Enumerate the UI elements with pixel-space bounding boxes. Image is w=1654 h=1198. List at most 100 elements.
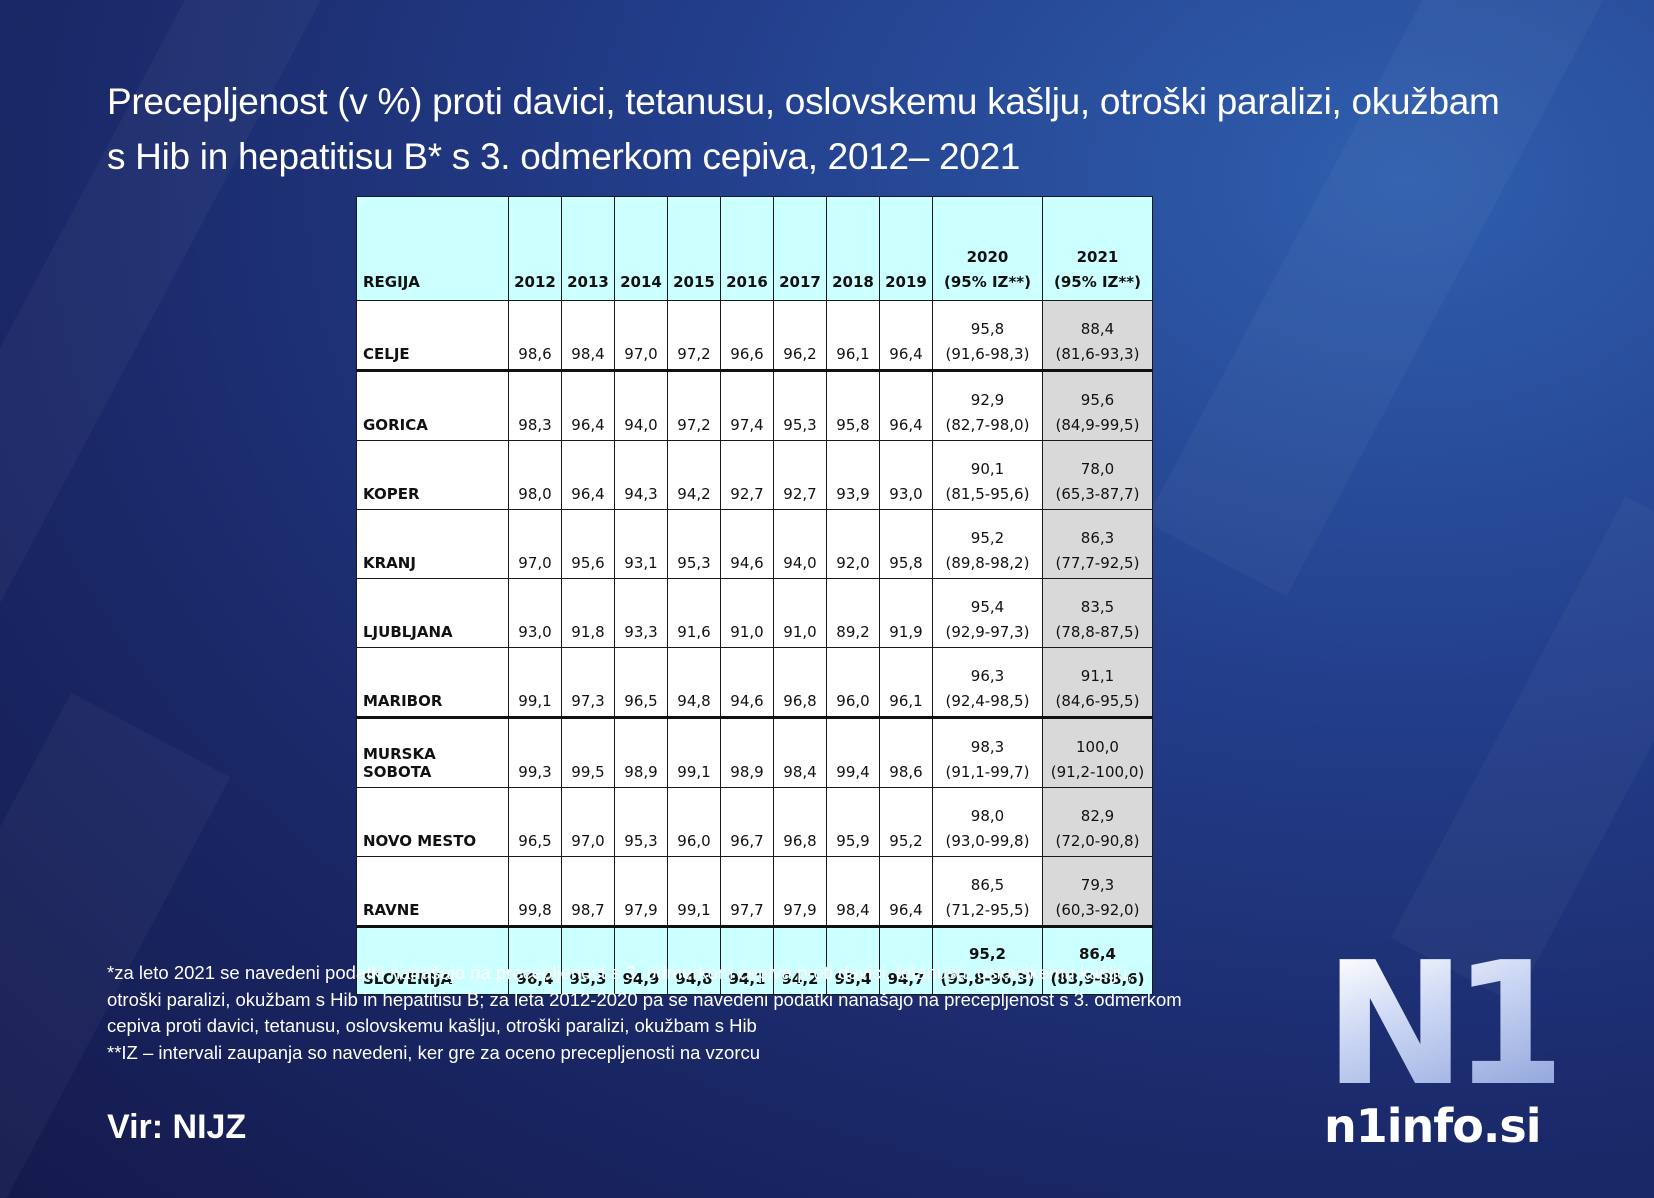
value-ci-cell-2020: 95,4 (92,9-97,3) [932,578,1043,648]
confidence-interval-2020: (91,6-98,3) [945,345,1030,363]
value-cell: 95,8 [879,509,933,579]
value-cell: 98,6 [879,716,933,788]
value-cell: 98,0 [508,440,562,510]
value-ci-cell-2021: 86,3 (77,7-92,5) [1042,509,1153,579]
header-year: 2019 [879,196,933,301]
value-cell: 96,1 [826,300,880,371]
region-cell: GORICA [356,369,509,441]
value-cell: 96,4 [879,856,933,927]
value-cell: 92,0 [826,509,880,579]
estimate-2020: 95,8 [970,320,1005,338]
header-2020: 2020 (95% IZ**) [932,196,1043,301]
value-ci-cell-2021: 79,3 (60,3-92,0) [1042,856,1153,927]
region-cell: MARIBOR [356,647,509,718]
value-ci-cell-2021: 100,0 (91,2-100,0) [1042,716,1153,788]
value-ci-cell-2020: 95,8 (91,6-98,3) [932,300,1043,371]
value-cell: 95,3 [667,509,721,579]
estimate-2021: 82,9 [1080,807,1115,825]
confidence-interval-2020: (81,5-95,6) [945,485,1030,503]
value-cell: 98,9 [720,716,774,788]
value-cell: 97,7 [720,856,774,927]
region-cell: NOVO MESTO [356,787,509,857]
value-cell: 91,6 [667,578,721,648]
value-cell: 93,9 [826,440,880,510]
table-row: MARIBOR 99,1 97,3 96,5 94,8 94,6 96,8 96,0 96,1 9… [356,647,1153,718]
value-cell: 94,0 [773,509,827,579]
n1-logo-site: n1info.si [1324,1099,1542,1153]
value-cell: 93,4 [826,925,880,995]
confidence-interval-2021: (91,2-100,0) [1050,763,1145,781]
estimate-2021: 100,0 [1076,738,1119,756]
value-cell: 89,2 [826,578,880,648]
confidence-interval-2021: (65,3-87,7) [1055,485,1140,503]
header-2020-year: 2020 [966,248,1009,266]
header-year: 2012 [508,196,562,301]
value-cell: 98,7 [561,856,615,927]
confidence-interval-2020: (91,1-99,7) [945,763,1030,781]
value-cell: 96,5 [614,647,668,718]
value-ci-cell-2021: 88,4 (81,6-93,3) [1042,300,1153,371]
estimate-2021: 86,3 [1080,529,1115,547]
value-cell: 96,4 [561,440,615,510]
confidence-interval-2021: (84,9-99,5) [1055,416,1140,434]
value-cell: 94,2 [773,925,827,995]
value-ci-cell-2021: 82,9 (72,0-90,8) [1042,787,1153,857]
value-cell: 94,1 [720,925,774,995]
confidence-interval-2021: (60,3-92,0) [1055,901,1140,919]
header-2021-year: 2021 [1076,248,1119,266]
table-row: NOVO MESTO 96,5 97,0 95,3 96,0 96,7 96,8 95,9 95… [356,787,1153,857]
value-cell: 92,7 [773,440,827,510]
estimate-2021: 95,6 [1080,391,1115,409]
header-year: 2017 [773,196,827,301]
value-cell: 95,9 [826,787,880,857]
confidence-interval-2020: (93,8-96,3) [940,970,1035,988]
value-ci-cell-2020: 95,2 (93,8-96,3) [932,925,1043,995]
source-label: Vir: NIJZ [107,1108,247,1146]
estimate-2021: 83,5 [1080,598,1115,616]
table-row: MURSKA SOBOTA 99,3 99,5 98,9 99,1 98,9 98,4 99,… [356,716,1153,788]
value-cell: 96,2 [773,300,827,371]
value-cell: 93,0 [508,578,562,648]
value-cell: 95,8 [826,369,880,441]
value-cell: 91,0 [720,578,774,648]
table-row: LJUBLJANA 93,0 91,8 93,3 91,6 91,0 91,0 89,2 91,… [356,578,1153,648]
estimate-2021: 79,3 [1080,876,1115,894]
value-cell: 96,7 [720,787,774,857]
header-2021: 2021 (95% IZ**) [1042,196,1153,301]
confidence-interval-2021: (72,0-90,8) [1055,832,1140,850]
footnotes: *za leto 2021 se navedeni podatki nanaša… [107,960,1187,1066]
region-cell: RAVNE [356,856,509,927]
confidence-interval-2021: (78,8-87,5) [1055,623,1140,641]
footnote-2: **IZ – intervali zaupanja so navedeni, k… [107,1041,761,1063]
value-cell: 96,4 [879,300,933,371]
value-cell: 98,9 [614,716,668,788]
confidence-interval-2020: (71,2-95,5) [945,901,1030,919]
header-2020-ci: (95% IZ**) [944,273,1031,291]
header-row: REGIJA 2012 2013 2014 2015 2016 2017 201… [356,196,1153,301]
header-year: 2013 [561,196,615,301]
value-cell: 95,3 [561,925,615,995]
estimate-2020: 86,5 [970,876,1005,894]
value-ci-cell-2020: 86,5 (71,2-95,5) [932,856,1043,927]
value-cell: 98,6 [508,300,562,371]
value-cell: 94,0 [614,369,668,441]
estimate-2021: 78,0 [1080,460,1115,478]
estimate-2020: 98,3 [970,738,1005,756]
value-cell: 98,3 [508,369,562,441]
value-cell: 96,8 [773,787,827,857]
value-cell: 96,0 [826,647,880,718]
value-cell: 97,2 [667,369,721,441]
region-cell: SLOVENIJA [356,925,509,995]
table-row: GORICA 98,3 96,4 94,0 97,2 97,4 95,3 95,8 96,4 92… [356,369,1153,441]
confidence-interval-2020: (92,9-97,3) [945,623,1030,641]
confidence-interval-2020: (93,0-99,8) [945,832,1030,850]
estimate-2021: 86,4 [1078,945,1116,963]
table-body: CELJE 98,6 98,4 97,0 97,2 96,6 96,2 96,1 96,4 95,… [356,300,1153,995]
confidence-interval-2020: (82,7-98,0) [945,416,1030,434]
value-cell: 96,0 [667,787,721,857]
value-cell: 99,1 [667,856,721,927]
value-cell: 96,1 [879,647,933,718]
value-ci-cell-2020: 90,1 (81,5-95,6) [932,440,1043,510]
value-cell: 93,3 [614,578,668,648]
value-cell: 99,1 [508,647,562,718]
